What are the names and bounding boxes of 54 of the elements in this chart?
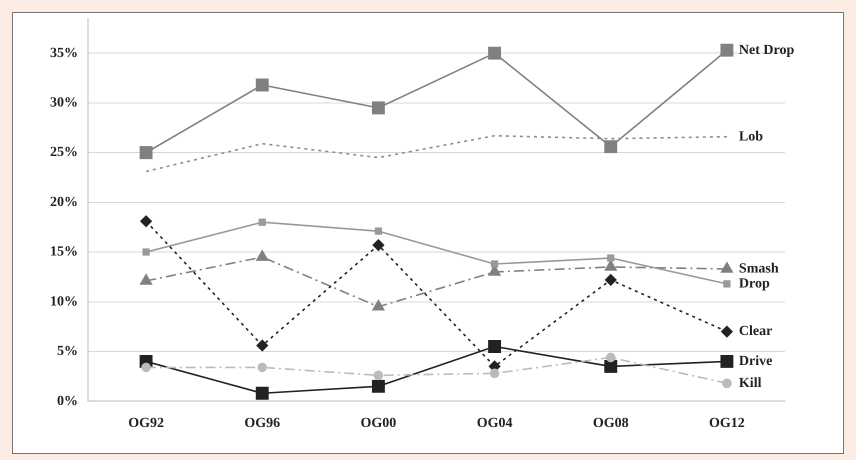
- y-tick-label: 5%: [57, 344, 78, 360]
- series-label: Drive: [738, 354, 772, 370]
- series-label: Drop: [738, 276, 770, 292]
- x-tick-label: OG96: [244, 416, 280, 432]
- x-tick-label: OG00: [360, 416, 396, 432]
- point: [257, 362, 268, 372]
- x-tick-label: OG08: [592, 416, 629, 432]
- series-label: Lob: [738, 129, 764, 144]
- point: [721, 326, 733, 338]
- point: [372, 101, 385, 114]
- point: [256, 386, 269, 400]
- point: [141, 362, 151, 372]
- x-tick-label: OG04: [476, 416, 512, 432]
- series-label: Kill: [738, 376, 762, 391]
- point: [604, 260, 617, 271]
- y-tick-label: 35%: [50, 46, 78, 61]
- point: [488, 340, 502, 353]
- series-label: Net Drop: [738, 42, 794, 58]
- point: [140, 274, 152, 285]
- point: [374, 228, 382, 235]
- point: [258, 218, 266, 226]
- point: [372, 380, 385, 393]
- point: [723, 280, 731, 288]
- point: [722, 378, 732, 388]
- y-tick-label: 15%: [50, 244, 78, 260]
- series-label: Smash: [738, 262, 779, 277]
- point: [490, 368, 500, 378]
- point: [604, 274, 617, 286]
- point: [374, 370, 384, 380]
- point: [140, 146, 153, 160]
- point: [604, 140, 618, 154]
- y-tick-label: 25%: [50, 145, 78, 160]
- point: [372, 300, 384, 311]
- point: [720, 354, 734, 368]
- y-tick-label: 30%: [50, 96, 78, 111]
- point: [604, 360, 618, 373]
- point: [606, 352, 616, 362]
- point: [488, 46, 502, 60]
- point: [256, 250, 268, 261]
- series-label: Clear: [738, 324, 772, 340]
- y-tick-label: 20%: [50, 194, 78, 210]
- point: [256, 78, 269, 92]
- x-tick-label: OG12: [709, 416, 745, 432]
- y-tick-label: 10%: [50, 294, 78, 310]
- x-tick-label: OG92: [128, 416, 164, 432]
- point: [256, 340, 268, 352]
- point: [490, 260, 498, 268]
- point: [607, 254, 614, 262]
- point: [142, 248, 150, 256]
- point: [372, 239, 384, 251]
- point: [140, 215, 152, 228]
- y-tick-label: 0%: [57, 394, 78, 409]
- point: [720, 44, 734, 57]
- point: [720, 262, 733, 273]
